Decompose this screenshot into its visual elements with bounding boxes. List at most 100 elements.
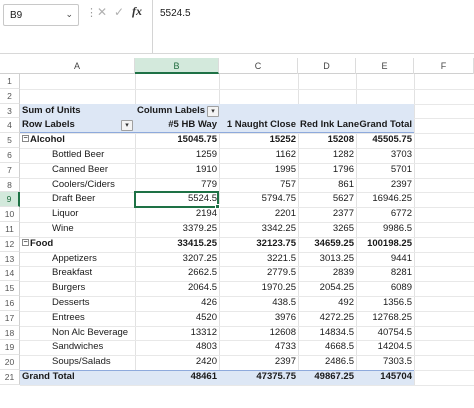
pivot-item-label[interactable]: Sandwiches — [50, 340, 135, 355]
pivot-item-label[interactable]: Burgers — [50, 281, 135, 296]
pivot-value-cell[interactable]: 14204.5 — [356, 340, 414, 355]
pivot-item-label[interactable]: Breakfast — [50, 266, 135, 281]
row-header-4[interactable]: 4 — [0, 118, 20, 134]
pivot-value-cell[interactable]: 2486.5 — [298, 355, 356, 370]
pivot-grand-total-value[interactable]: 48461 — [135, 370, 219, 385]
row-header-11[interactable]: 11 — [0, 222, 20, 237]
pivot-value-cell[interactable]: 7303.5 — [356, 355, 414, 370]
insert-function-icon[interactable]: fx — [132, 4, 142, 18]
pivot-value-cell[interactable]: 492 — [298, 296, 356, 311]
pivot-group-label[interactable]: − Food — [20, 237, 135, 252]
pivot-group-label[interactable]: − Alcohol — [20, 133, 135, 148]
row-header-2[interactable]: 2 — [0, 88, 20, 104]
row-header-5[interactable]: 5 — [0, 133, 20, 148]
pivot-item-label[interactable]: Appetizers — [50, 252, 135, 267]
row-header-7[interactable]: 7 — [0, 162, 20, 178]
fill-handle[interactable] — [215, 204, 220, 210]
row-header-6[interactable]: 6 — [0, 148, 20, 163]
row-header-15[interactable]: 15 — [0, 281, 20, 296]
pivot-value-cell[interactable]: 2662.5 — [135, 266, 219, 281]
column-header-e[interactable]: E — [356, 58, 414, 74]
pivot-value-cell[interactable]: 438.5 — [219, 296, 298, 311]
pivot-value-cell[interactable]: 1995 — [219, 163, 298, 178]
pivot-value-cell[interactable]: 2779.5 — [219, 266, 298, 281]
pivot-value-cell[interactable]: 16946.25 — [356, 192, 414, 207]
pivot-value-cell[interactable]: 757 — [219, 178, 298, 193]
close-icon[interactable]: ✕ — [97, 5, 108, 19]
pivot-value-cell[interactable]: 3379.25 — [135, 222, 219, 237]
name-box[interactable]: B9 ⌄ — [3, 4, 79, 26]
column-header-f[interactable]: F — [414, 58, 474, 74]
row-header-21[interactable]: 21 — [0, 370, 20, 385]
pivot-value-cell[interactable]: 2054.25 — [298, 281, 356, 296]
column-header-b[interactable]: B — [135, 58, 219, 74]
pivot-column-labels[interactable]: Column Labels — [135, 104, 219, 119]
pivot-grand-total-value[interactable]: 47375.75 — [219, 370, 298, 385]
pivot-value-cell[interactable]: 5627 — [298, 192, 356, 207]
pivot-value-cell[interactable]: 3265 — [298, 222, 356, 237]
collapse-icon[interactable]: − — [22, 238, 29, 246]
pivot-value-cell[interactable]: 45505.75 — [356, 133, 414, 148]
column-header-d[interactable]: D — [298, 58, 356, 74]
row-header-19[interactable]: 19 — [0, 340, 20, 356]
pivot-value-cell[interactable]: 2064.5 — [135, 281, 219, 296]
pivot-value-cell[interactable]: 5794.75 — [219, 192, 298, 207]
row-header-3[interactable]: 3 — [0, 103, 20, 119]
pivot-value-cell[interactable]: 5524.5 — [135, 192, 219, 207]
pivot-value-cell[interactable]: 8281 — [356, 266, 414, 281]
pivot-item-label[interactable]: Non Alc Beverage — [50, 326, 135, 341]
column-header-c[interactable]: C — [219, 58, 298, 74]
pivot-value-cell[interactable]: 40754.5 — [356, 326, 414, 341]
pivot-item-label[interactable]: Wine — [50, 222, 135, 237]
row-header-17[interactable]: 17 — [0, 310, 20, 326]
check-icon[interactable]: ✓ — [114, 5, 125, 19]
pivot-value-cell[interactable]: 13312 — [135, 326, 219, 341]
pivot-value-cell[interactable]: 3221.5 — [219, 252, 298, 267]
pivot-item-label[interactable]: Bottled Beer — [50, 148, 135, 163]
pivot-value-cell[interactable]: 4803 — [135, 340, 219, 355]
collapse-icon[interactable]: − — [22, 135, 29, 143]
row-header-9[interactable]: 9 — [0, 192, 20, 208]
pivot-row-labels[interactable]: Row Labels — [20, 118, 135, 133]
pivot-value-cell[interactable]: 6772 — [356, 207, 414, 222]
pivot-col-header[interactable]: 1 Naught Close — [219, 118, 298, 133]
pivot-value-cell[interactable]: 9986.5 — [356, 222, 414, 237]
row-header-10[interactable]: 10 — [0, 207, 20, 222]
pivot-value-cell[interactable]: 779 — [135, 178, 219, 193]
worksheet-grid[interactable]: Sum of Units Column Labels ▾ Row Labels ▾ #5 … — [20, 74, 474, 386]
pivot-value-cell[interactable]: 4520 — [135, 311, 219, 326]
column-labels-filter-dropdown-icon[interactable]: ▾ — [207, 105, 219, 117]
row-header-8[interactable]: 8 — [0, 177, 20, 193]
pivot-value-cell[interactable]: 426 — [135, 296, 219, 311]
pivot-value-cell[interactable]: 5701 — [356, 163, 414, 178]
pivot-value-cell[interactable]: 2201 — [219, 207, 298, 222]
pivot-grand-total-value[interactable]: 145704 — [356, 370, 414, 385]
pivot-value-cell[interactable]: 9441 — [356, 252, 414, 267]
pivot-value-cell[interactable]: 34659.25 — [298, 237, 356, 252]
pivot-value-cell[interactable]: 1259 — [135, 148, 219, 163]
chevron-down-icon[interactable]: ⌄ — [65, 9, 73, 19]
pivot-value-cell[interactable]: 6089 — [356, 281, 414, 296]
pivot-value-cell[interactable]: 15252 — [219, 133, 298, 148]
pivot-item-label[interactable]: Desserts — [50, 296, 135, 311]
pivot-item-label[interactable]: Liquor — [50, 207, 135, 222]
pivot-grand-total-value[interactable]: 49867.25 — [298, 370, 356, 385]
pivot-value-cell[interactable]: 1356.5 — [356, 296, 414, 311]
pivot-value-cell[interactable]: 33415.25 — [135, 237, 219, 252]
pivot-value-cell[interactable]: 861 — [298, 178, 356, 193]
pivot-value-cell[interactable]: 32123.75 — [219, 237, 298, 252]
pivot-value-cell[interactable]: 3976 — [219, 311, 298, 326]
pivot-value-cell[interactable]: 2839 — [298, 266, 356, 281]
pivot-value-cell[interactable]: 1970.25 — [219, 281, 298, 296]
more-options-icon[interactable]: ⋮ — [86, 7, 97, 19]
pivot-value-cell[interactable]: 4668.5 — [298, 340, 356, 355]
pivot-grand-total-label[interactable]: Grand Total — [20, 370, 135, 385]
pivot-value-cell[interactable]: 12768.25 — [356, 311, 414, 326]
pivot-value-cell[interactable]: 2397 — [219, 355, 298, 370]
pivot-col-header[interactable]: Red Ink Lane — [298, 118, 359, 133]
row-header-18[interactable]: 18 — [0, 325, 20, 341]
pivot-value-cell[interactable]: 12608 — [219, 326, 298, 341]
pivot-value-cell[interactable]: 4733 — [219, 340, 298, 355]
pivot-value-cell[interactable]: 15045.75 — [135, 133, 219, 148]
pivot-value-cell[interactable]: 2420 — [135, 355, 219, 370]
